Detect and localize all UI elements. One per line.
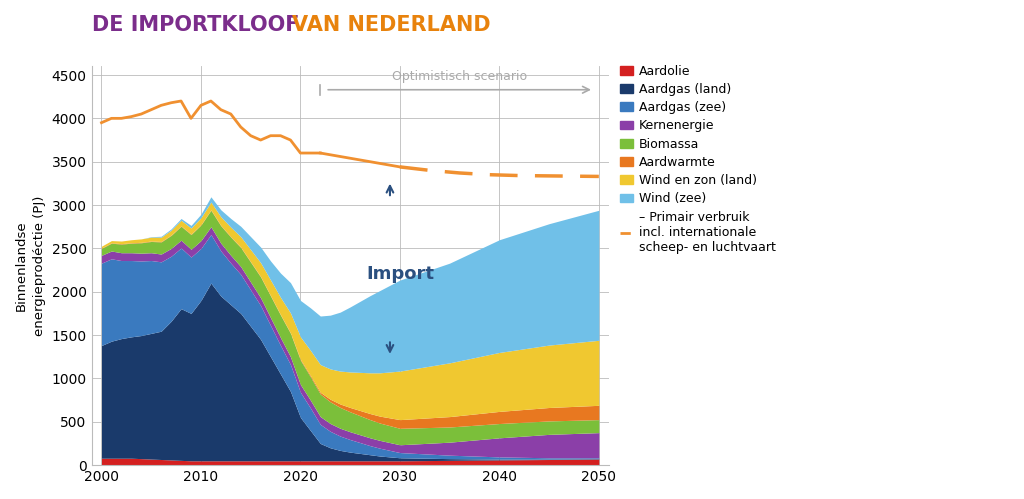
Text: Optimistisch scenario: Optimistisch scenario [392, 70, 527, 83]
Text: DE IMPORTKLOOF: DE IMPORTKLOOF [92, 15, 307, 35]
Legend: Aardolie, Aardgas (land), Aardgas (zee), Kernenergie, Biomassa, Aardwarmte, Wind: Aardolie, Aardgas (land), Aardgas (zee),… [621, 64, 776, 253]
Text: Import: Import [366, 265, 434, 283]
Text: VAN NEDERLAND: VAN NEDERLAND [292, 15, 490, 35]
Y-axis label: Binnenlandse
energieprodéctie (PJ): Binnenlandse energieprodéctie (PJ) [15, 196, 46, 336]
